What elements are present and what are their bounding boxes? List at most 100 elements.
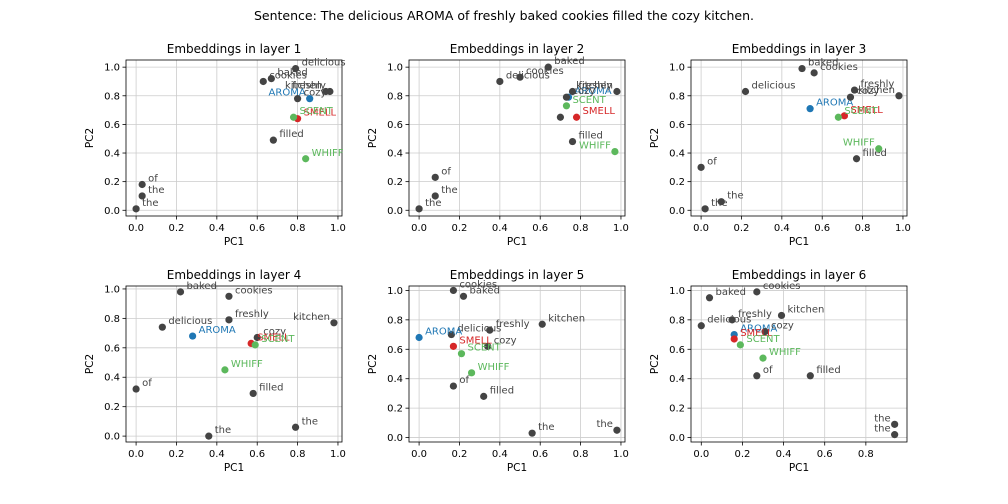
y-axis-label: PC2: [84, 354, 96, 374]
y-tick-label: 0.8: [104, 91, 120, 102]
axes-frame: [690, 285, 908, 443]
point-the: [701, 205, 709, 213]
point-baked: [544, 63, 552, 71]
x-tick-label: 0.4: [492, 449, 508, 460]
x-tick-label: 1.0: [613, 223, 629, 234]
point-filled: [568, 137, 577, 146]
point-label-kitchen: kitchen: [788, 304, 825, 315]
point-whiff: [875, 145, 883, 153]
point-label-baked: baked: [716, 287, 746, 298]
x-tick-label: 0.0: [411, 449, 427, 460]
point-label-the: the: [874, 424, 890, 435]
y-tick-label: 0.4: [387, 374, 403, 385]
y-tick-label: 1.0: [387, 286, 403, 297]
point-label-aroma: AROMA: [269, 88, 306, 99]
point-the: [891, 431, 899, 439]
point-label-kitchen: kitchen: [293, 312, 330, 323]
point-cookies: [225, 292, 233, 300]
point-of: [697, 163, 705, 171]
point-label-delicious: delicious: [302, 58, 346, 69]
point-label-cookies: cookies: [459, 279, 497, 290]
point-label-cozy: cozy: [304, 88, 327, 99]
x-tick-label: 0.0: [128, 449, 144, 460]
point-kitchen: [613, 87, 621, 96]
subplot-layer-3: 0.0 0.2 0.4 0.6 0.8 1.0 0.0 0.2 0.4 0.6 0.8 1.0 Embe…: [649, 42, 911, 248]
point-unlabeled: [556, 113, 565, 121]
x-tick-label: 0.6: [532, 449, 548, 460]
point-freshly: [568, 87, 577, 96]
y-tick-label: 0.4: [669, 149, 685, 160]
y-tick-label: 0.4: [104, 373, 120, 384]
point-of: [132, 385, 140, 393]
subplot-title: Embeddings in layer 6: [732, 268, 866, 282]
point-whiff: [302, 155, 310, 163]
point-filled: [852, 155, 861, 163]
point-label-aroma: AROMA: [574, 86, 611, 97]
point-label-freshly: freshly: [861, 79, 895, 90]
x-tick-label: 0.6: [249, 449, 265, 460]
x-tick-label: 0.2: [169, 449, 185, 460]
point-label-scent: SCENT: [572, 95, 606, 106]
x-tick-label: 0.4: [492, 223, 508, 234]
point-label-delicious: delicious: [168, 316, 212, 327]
point-scent: [562, 102, 571, 110]
point-whiff: [759, 354, 767, 362]
point-delicious: [697, 322, 705, 330]
point-cozy: [846, 93, 855, 101]
x-tick-label: 0.8: [290, 223, 306, 234]
y-tick-label: 1.0: [104, 63, 120, 74]
point-freshly: [486, 326, 494, 334]
subplot-layer-4: 0.0 0.2 0.4 0.6 0.8 1.0 0.0 0.2 0.4 0.6 0.8 1.0 Embe…: [84, 268, 346, 474]
point-label-the: the: [148, 185, 164, 196]
point-the: [291, 423, 300, 431]
y-tick-label: 0.8: [387, 315, 403, 326]
point-delicious: [447, 330, 455, 339]
point-label-filled: filled: [490, 385, 514, 396]
point-baked: [459, 292, 468, 300]
axes-frame: [125, 285, 343, 443]
point-aroma: [306, 95, 314, 103]
point-label-freshly: freshly: [738, 309, 772, 320]
figure-suptitle: Sentence: The delicious AROMA of freshly…: [254, 8, 754, 23]
point-label-of: of: [707, 156, 717, 167]
point-kitchen: [538, 320, 546, 328]
point-cookies: [259, 77, 267, 86]
x-tick-label: 0.2: [452, 449, 468, 460]
point-label-of: of: [148, 174, 158, 185]
point-label-aroma: AROMA: [740, 324, 777, 335]
x-axis-label: PC1: [507, 462, 527, 474]
point-scent: [289, 113, 298, 121]
point-cookies: [753, 288, 761, 296]
point-baked: [705, 294, 714, 302]
point-the: [415, 205, 423, 213]
point-label-the: the: [727, 191, 743, 202]
point-label-delicious: delicious: [457, 324, 501, 335]
point-label-the: the: [425, 198, 441, 209]
x-tick-label: 1.0: [330, 223, 346, 234]
point-of: [138, 180, 146, 189]
point-cookies: [449, 286, 458, 295]
y-tick-label: 0.4: [387, 149, 403, 160]
point-label-freshly: freshly: [579, 80, 613, 91]
point-cookies: [516, 73, 524, 81]
point-label-the: the: [711, 198, 727, 209]
point-cozy: [293, 95, 302, 103]
y-axis-label: PC2: [367, 128, 379, 148]
point-label-cookies: cookies: [763, 281, 801, 292]
point-label-baked: baked: [554, 56, 584, 67]
x-axis-label: PC1: [224, 236, 244, 248]
point-whiff: [611, 147, 619, 156]
point-label-cookies: cookies: [235, 285, 273, 296]
point-delicious: [496, 77, 504, 86]
plot-area: [126, 286, 342, 442]
x-tick-label: 0.0: [693, 449, 709, 460]
y-tick-label: 0.8: [669, 91, 685, 102]
point-label-whiff: WHIFF: [579, 141, 611, 152]
point-label-smell: SMELL: [304, 108, 337, 119]
y-tick-label: 0.2: [387, 177, 403, 188]
y-tick-label: 1.0: [669, 286, 685, 297]
point-label-scent: SCENT: [467, 343, 501, 354]
point-label-freshly: freshly: [235, 309, 269, 320]
y-tick-label: 0.0: [104, 206, 120, 217]
